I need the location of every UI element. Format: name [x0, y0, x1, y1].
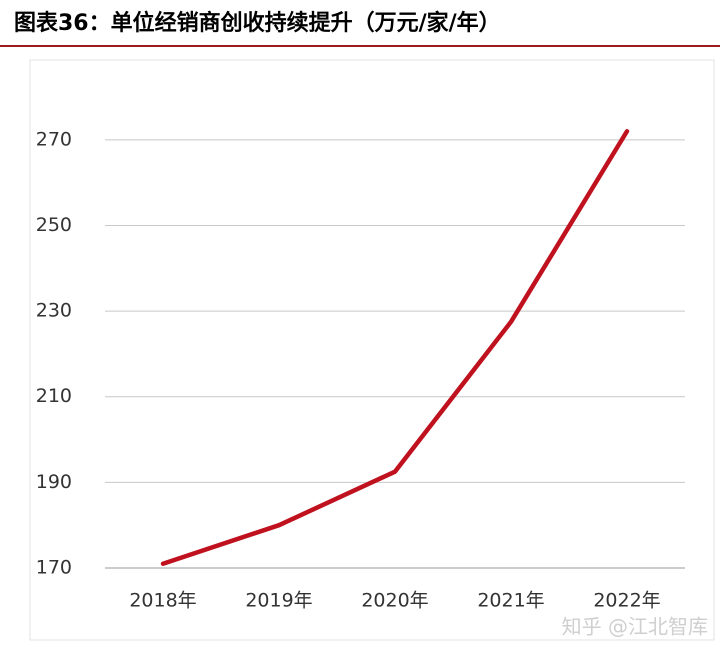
y-tick-label: 190	[36, 471, 72, 493]
y-tick-label: 170	[36, 557, 72, 579]
chart-frame	[29, 59, 715, 641]
data-line	[160, 129, 630, 566]
y-tick-label: 210	[36, 385, 72, 407]
y-tick-label: 250	[36, 214, 72, 236]
y-tick-label: 270	[36, 128, 72, 150]
x-tick-label: 2022年	[593, 590, 660, 612]
x-tick-label: 2021年	[477, 590, 544, 612]
x-tick-label: 2020年	[361, 590, 428, 612]
x-tick-label: 2018年	[129, 590, 196, 612]
y-tick-label: 230	[36, 300, 72, 322]
chart-title: 图表36：单位经销商创收持续提升（万元/家/年）	[14, 10, 501, 36]
x-tick-label: 2019年	[245, 590, 312, 612]
watermark: 知乎 @江北智库	[562, 615, 708, 639]
